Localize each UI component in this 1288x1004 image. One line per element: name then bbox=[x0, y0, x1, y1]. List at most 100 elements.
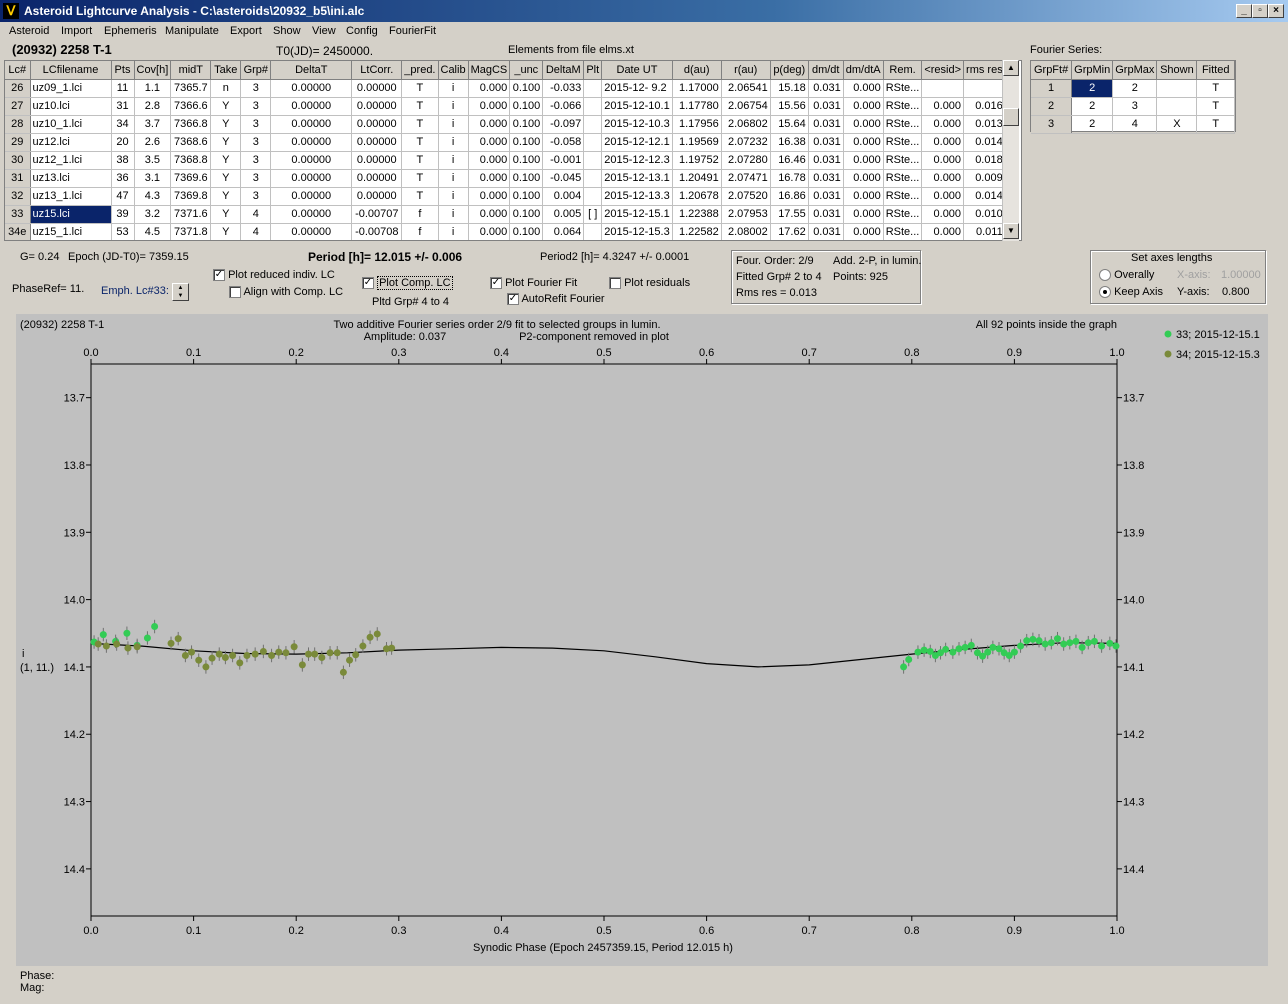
table-cell[interactable]: 7366.8 bbox=[170, 115, 212, 134]
table-cell[interactable] bbox=[583, 169, 603, 188]
table-cell[interactable] bbox=[583, 79, 603, 98]
table-cell[interactable]: 0.009 bbox=[963, 169, 1006, 188]
table-cell[interactable]: RSte... bbox=[883, 133, 923, 152]
table-cell[interactable]: 0.00000 bbox=[351, 97, 403, 116]
menu-config[interactable]: Config bbox=[346, 25, 378, 37]
table-cell[interactable]: 0.000 bbox=[843, 79, 884, 98]
scroll-down-icon[interactable]: ▼ bbox=[1003, 223, 1019, 239]
table-cell[interactable]: 0.000 bbox=[843, 223, 884, 240]
table-cell[interactable]: 4 bbox=[240, 205, 272, 224]
table-cell[interactable]: 47 bbox=[111, 187, 135, 206]
table-cell[interactable]: 0.004 bbox=[542, 187, 585, 206]
fourier-cell[interactable] bbox=[1156, 97, 1198, 116]
y-axis-value[interactable]: 0.800 bbox=[1222, 286, 1250, 298]
table-cell[interactable]: 0.000 bbox=[843, 115, 884, 134]
table-cell[interactable]: 0.00000 bbox=[351, 169, 403, 188]
table-cell[interactable]: 3.5 bbox=[134, 151, 172, 170]
table-cell[interactable]: 0.014 bbox=[963, 187, 1006, 206]
fourier-cell[interactable]: T bbox=[1196, 97, 1235, 116]
table-cell[interactable]: T bbox=[401, 115, 439, 134]
table-cell[interactable]: 1.22388 bbox=[672, 205, 722, 224]
menu-view[interactable]: View bbox=[312, 25, 336, 37]
table-cell[interactable]: 0.00000 bbox=[270, 169, 353, 188]
fourier-cell[interactable]: 4 bbox=[1112, 115, 1158, 134]
close-button[interactable]: × bbox=[1268, 4, 1284, 18]
table-cell[interactable]: Y bbox=[210, 115, 242, 134]
scroll-up-icon[interactable]: ▲ bbox=[1003, 60, 1019, 76]
table-cell[interactable]: 11 bbox=[111, 79, 135, 98]
table-cell[interactable]: uz12.lci bbox=[30, 133, 112, 152]
table-cell[interactable]: 2015-12- 9.2 bbox=[601, 79, 673, 98]
table-cell[interactable]: 20 bbox=[111, 133, 135, 152]
table-cell[interactable]: 2015-12-10.3 bbox=[601, 115, 673, 134]
table-cell[interactable]: 0.000 bbox=[468, 79, 511, 98]
table-cell[interactable]: -0.00707 bbox=[351, 205, 403, 224]
table-cell[interactable]: 38 bbox=[111, 151, 135, 170]
table-cell[interactable]: Y bbox=[210, 169, 242, 188]
x-axis-value[interactable]: 1.00000 bbox=[1221, 269, 1261, 281]
table-cell[interactable]: 0.000 bbox=[843, 97, 884, 116]
table-cell[interactable]: 15.18 bbox=[770, 79, 809, 98]
table-cell[interactable] bbox=[583, 133, 603, 152]
table-cell[interactable]: 39 bbox=[111, 205, 135, 224]
table-cell[interactable]: 0.000 bbox=[843, 205, 884, 224]
table-cell[interactable]: 0.00000 bbox=[270, 223, 353, 240]
table-cell[interactable] bbox=[583, 187, 603, 206]
maximize-button[interactable]: ▫ bbox=[1252, 4, 1268, 18]
table-cell[interactable]: 0.000 bbox=[468, 169, 511, 188]
fourier-column-header[interactable]: GrpMin bbox=[1071, 61, 1114, 80]
table-cell[interactable]: RSte... bbox=[883, 97, 923, 116]
table-cell[interactable]: 1.22582 bbox=[672, 223, 722, 240]
table-cell[interactable]: 2.07471 bbox=[721, 169, 771, 188]
table-cell[interactable]: 0.100 bbox=[509, 97, 544, 116]
table-cell[interactable]: RSte... bbox=[883, 115, 923, 134]
table-cell[interactable]: 2015-12-12.1 bbox=[601, 133, 673, 152]
table-cell[interactable]: 16.86 bbox=[770, 187, 809, 206]
table-cell[interactable]: uz09_1.lci bbox=[30, 79, 112, 98]
table-cell[interactable]: 7369.6 bbox=[170, 169, 212, 188]
table-cell[interactable]: 0.100 bbox=[509, 223, 544, 240]
table-cell[interactable]: 2015-12-13.1 bbox=[601, 169, 673, 188]
table-cell[interactable]: i bbox=[438, 79, 469, 98]
plot-reduced-checkbox[interactable]: ✓ Plot reduced indiv. LC bbox=[213, 269, 335, 282]
table-cell[interactable]: 0.00000 bbox=[270, 97, 353, 116]
table-cell[interactable]: 16.38 bbox=[770, 133, 809, 152]
table-cell[interactable]: T bbox=[401, 79, 439, 98]
row-number-cell[interactable]: 28 bbox=[5, 115, 31, 134]
table-cell[interactable]: 7365.7 bbox=[170, 79, 212, 98]
table-cell[interactable]: 0.031 bbox=[808, 151, 844, 170]
table-cell[interactable]: 2.06802 bbox=[721, 115, 771, 134]
plot-comp-checkbox[interactable]: ✓ Plot Comp. LC bbox=[362, 276, 453, 290]
grid-column-header[interactable]: Lc# bbox=[5, 61, 31, 80]
table-cell[interactable]: 1.1 bbox=[134, 79, 172, 98]
table-cell[interactable]: 0.000 bbox=[843, 151, 884, 170]
table-cell[interactable]: 0.000 bbox=[921, 97, 965, 116]
fourier-cell[interactable]: 2 bbox=[1071, 115, 1114, 134]
table-cell[interactable]: uz10.lci bbox=[30, 97, 112, 116]
table-cell[interactable]: 0.000 bbox=[468, 133, 511, 152]
table-cell[interactable]: 7368.6 bbox=[170, 133, 212, 152]
table-cell[interactable]: 0.00000 bbox=[351, 115, 403, 134]
table-cell[interactable]: 0.00000 bbox=[270, 151, 353, 170]
grid-column-header[interactable]: DeltaM bbox=[542, 61, 585, 80]
table-cell[interactable]: 34 bbox=[111, 115, 135, 134]
table-cell[interactable]: 0.00000 bbox=[351, 79, 403, 98]
table-cell[interactable]: i bbox=[438, 97, 469, 116]
table-cell[interactable]: 2.08002 bbox=[721, 223, 771, 240]
table-cell[interactable]: 1.20491 bbox=[672, 169, 722, 188]
grid-column-header[interactable]: LCfilename bbox=[30, 61, 112, 80]
row-number-cell[interactable]: 34e bbox=[5, 223, 31, 240]
table-cell[interactable]: 0.00000 bbox=[270, 115, 353, 134]
table-cell[interactable]: f bbox=[401, 205, 439, 224]
lightcurve-plot-panel[interactable]: (20932) 2258 T-1 Two additive Fourier se… bbox=[16, 314, 1268, 966]
grid-column-header[interactable]: Calib bbox=[438, 61, 469, 80]
table-cell[interactable]: Y bbox=[210, 187, 242, 206]
table-cell[interactable]: 0.000 bbox=[843, 187, 884, 206]
table-row[interactable]: 26 uz09_1.lci 11 1.1 7365.7 n 3 0.00000 0.00000 T… bbox=[5, 79, 1006, 98]
grid-column-header[interactable]: DeltaT bbox=[270, 61, 353, 80]
grid-column-header[interactable]: Plt bbox=[583, 61, 603, 80]
table-cell[interactable]: 0.00000 bbox=[270, 205, 353, 224]
fourier-cell[interactable]: 2 bbox=[1071, 97, 1114, 116]
table-cell[interactable]: 0.016 bbox=[963, 97, 1006, 116]
